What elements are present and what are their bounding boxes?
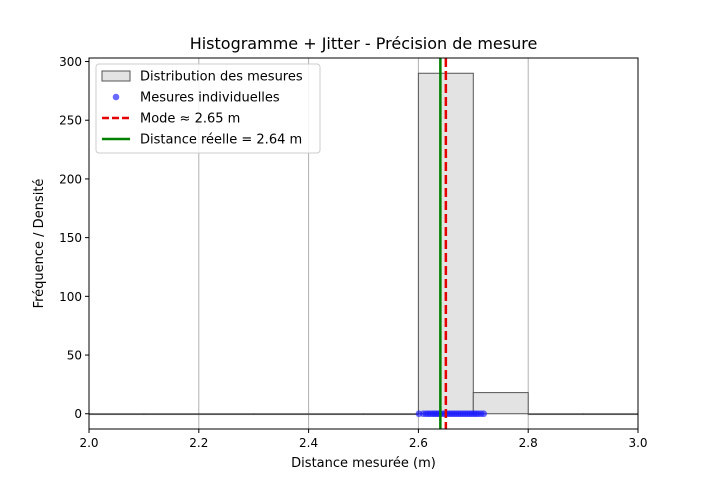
jitter-point [480, 410, 488, 418]
x-axis-ticks: 2.0 2.2 2.4 2.6 2.8 3.0 [79, 429, 648, 450]
y-axis-ticks: 0 50 100 150 200 250 300 [59, 55, 89, 421]
y-tick-label: 150 [59, 231, 82, 245]
plot-area-frame [88, 57, 639, 430]
histogram-bar [472, 392, 529, 415]
x-tick-label: 3.0 [628, 436, 647, 450]
histogram-bar [143, 413, 200, 416]
y-tick-label: 250 [59, 114, 82, 128]
legend-swatch-points [112, 93, 120, 101]
x-tick-label: 2.4 [299, 436, 318, 450]
jitter-points [415, 410, 488, 418]
chart-title: Histogramme + Jitter - Précision de mesu… [190, 34, 538, 53]
legend-box [95, 63, 321, 154]
histogram-bar [582, 413, 639, 416]
x-tick-label: 2.8 [519, 436, 538, 450]
histogram-bar [527, 413, 584, 416]
x-tick-label: 2.6 [409, 436, 428, 450]
legend-swatch-distribution [101, 70, 131, 82]
y-tick-label: 300 [59, 55, 82, 69]
histogram-bar [88, 413, 145, 416]
y-tick-label: 100 [59, 290, 82, 304]
histogram-bar [308, 413, 365, 416]
y-axis-label: Fréquence / Densité [32, 179, 47, 309]
y-tick-label: 50 [67, 349, 82, 363]
histogram-bar [363, 413, 419, 416]
y-tick-label: 0 [74, 407, 82, 421]
legend-label: Mesures individuelles [140, 91, 280, 106]
histogram-bar [253, 413, 310, 416]
legend-label: Mode ≈ 2.65 m [140, 112, 240, 127]
legend-label: Distribution des mesures [140, 70, 303, 85]
x-tick-label: 2.0 [79, 436, 98, 450]
legend-label: Distance réelle = 2.64 m [140, 133, 302, 148]
histogram-bar [198, 413, 255, 416]
reference-lines [439, 58, 448, 429]
x-tick-label: 2.2 [189, 436, 208, 450]
x-axis-label: Distance mesurée (m) [291, 456, 436, 471]
y-tick-label: 200 [59, 172, 82, 186]
legend: Distribution des mesures Mesures individu… [95, 63, 321, 154]
